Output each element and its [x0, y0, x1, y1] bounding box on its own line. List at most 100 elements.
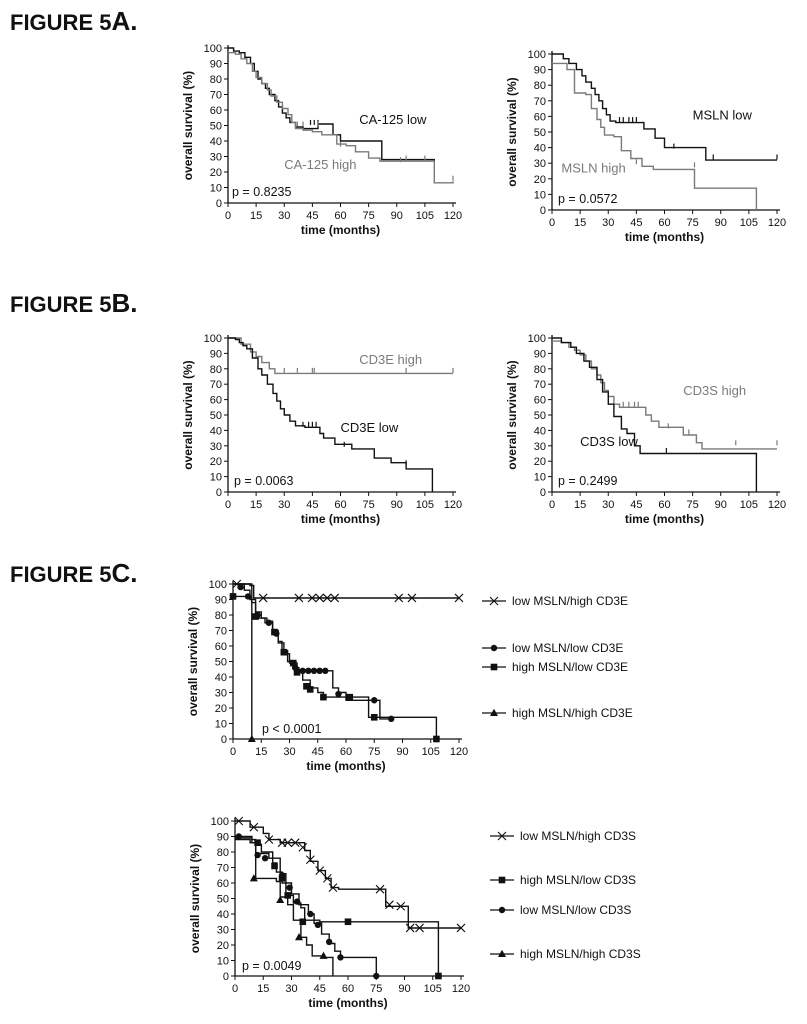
x-axis-title: time (months) [301, 223, 380, 237]
data-point-marker [307, 911, 313, 917]
data-point-marker [299, 843, 307, 851]
data-point-marker [311, 668, 317, 674]
y-tick-label: 80 [210, 364, 222, 376]
data-point-marker [294, 669, 301, 676]
y-tick-label: 10 [534, 189, 546, 201]
series-label: CD3E high [359, 352, 422, 367]
data-point-marker [346, 694, 353, 701]
x-axis-title: time (months) [625, 230, 704, 244]
data-point-marker [371, 697, 377, 703]
series-line-1 [235, 821, 461, 928]
x-tick-label: 0 [232, 983, 238, 995]
x-tick-label: 45 [306, 499, 318, 511]
y-tick-label: 60 [210, 105, 222, 117]
y-tick-label: 90 [217, 832, 229, 844]
y-tick-label: 30 [534, 158, 546, 170]
km-plot-5: 0102030405060708090100015304560759010512… [186, 579, 633, 773]
x-tick-label: 15 [574, 499, 586, 511]
x-tick-label: 60 [340, 746, 352, 758]
y-tick-label: 20 [210, 456, 222, 468]
legend-entry: high MSLN/high CD3S [490, 947, 641, 961]
y-tick-label: 80 [210, 74, 222, 86]
y-tick-label: 100 [528, 333, 546, 345]
x-tick-label: 15 [255, 746, 267, 758]
y-tick-label: 100 [528, 49, 546, 61]
legend-entry: low MSLN/low CD3S [490, 903, 631, 917]
legend-label: low MSLN/low CD3E [512, 641, 623, 655]
x-tick-label: 15 [250, 210, 262, 222]
x-tick-label: 30 [283, 746, 295, 758]
y-tick-label: 10 [210, 472, 222, 484]
x-axis-title: time (months) [308, 996, 387, 1010]
x-tick-label: 30 [602, 217, 614, 229]
data-point-marker [337, 954, 343, 960]
x-tick-label: 45 [306, 210, 318, 222]
legend-entry: low MSLN/high CD3S [490, 829, 636, 843]
y-tick-label: 60 [534, 111, 546, 123]
y-tick-label: 70 [217, 863, 229, 875]
x-tick-label: 15 [257, 983, 269, 995]
x-tick-label: 75 [687, 217, 699, 229]
y-tick-label: 20 [534, 174, 546, 186]
x-tick-label: 75 [370, 983, 382, 995]
x-tick-label: 90 [391, 499, 403, 511]
x-tick-label: 30 [278, 499, 290, 511]
series-label: CA-125 low [359, 112, 427, 127]
y-tick-label: 50 [210, 121, 222, 133]
y-tick-label: 80 [217, 847, 229, 859]
x-tick-label: 120 [768, 499, 786, 511]
x-tick-label: 45 [630, 217, 642, 229]
p-value-annotation: p = 0.2499 [558, 474, 617, 488]
y-tick-label: 90 [534, 348, 546, 360]
legend-label: high MSLN/high CD3E [512, 706, 633, 720]
y-tick-label: 30 [534, 441, 546, 453]
legend-entry: high MSLN/low CD3S [490, 873, 636, 887]
x-tick-label: 90 [398, 983, 410, 995]
x-tick-label: 15 [250, 499, 262, 511]
y-tick-label: 0 [216, 487, 222, 499]
p-value-annotation: p = 0.8235 [232, 185, 291, 199]
series-line-3 [233, 596, 436, 739]
figure-canvas: FIGURE 5A. FIGURE 5B. FIGURE 5C. 0102030… [0, 0, 807, 1024]
y-tick-label: 50 [217, 894, 229, 906]
y-tick-label: 20 [210, 167, 222, 179]
series-line-4 [235, 840, 333, 976]
legend-entry: low MSLN/low CD3E [482, 641, 623, 655]
y-tick-label: 80 [534, 80, 546, 92]
x-tick-label: 120 [768, 217, 786, 229]
data-point-marker [236, 833, 242, 839]
x-tick-label: 30 [278, 210, 290, 222]
p-value-annotation: p = 0.0572 [558, 192, 617, 206]
p-value-annotation: p < 0.0001 [262, 722, 321, 736]
y-tick-label: 0 [540, 487, 546, 499]
x-tick-label: 0 [225, 210, 231, 222]
series-line-2 [552, 63, 756, 210]
data-point-marker [237, 584, 243, 590]
x-tick-label: 105 [424, 983, 442, 995]
x-tick-label: 75 [687, 499, 699, 511]
data-point-marker [279, 872, 285, 878]
legend-entry: high MSLN/low CD3E [482, 660, 628, 674]
y-tick-label: 20 [215, 703, 227, 715]
y-tick-label: 60 [534, 395, 546, 407]
legend-label: high MSLN/low CD3S [520, 873, 636, 887]
series-label: CD3S high [683, 383, 746, 398]
y-tick-label: 40 [210, 425, 222, 437]
data-point-marker [345, 918, 352, 925]
x-tick-label: 90 [715, 499, 727, 511]
data-point-marker [252, 613, 259, 620]
series-line-2 [552, 338, 756, 492]
x-tick-label: 120 [450, 746, 468, 758]
data-point-marker [230, 593, 237, 600]
y-tick-label: 40 [534, 425, 546, 437]
y-axis-title: overall survival (%) [505, 77, 519, 186]
y-tick-label: 30 [215, 688, 227, 700]
legend-marker [499, 907, 505, 913]
km-plot-6: 0102030405060708090100015304560759010512… [188, 816, 641, 1010]
y-tick-label: 0 [540, 205, 546, 217]
y-tick-label: 70 [210, 379, 222, 391]
y-tick-label: 90 [215, 595, 227, 607]
y-tick-label: 40 [217, 909, 229, 921]
series-label: CD3S low [580, 434, 638, 449]
x-tick-label: 105 [416, 499, 434, 511]
